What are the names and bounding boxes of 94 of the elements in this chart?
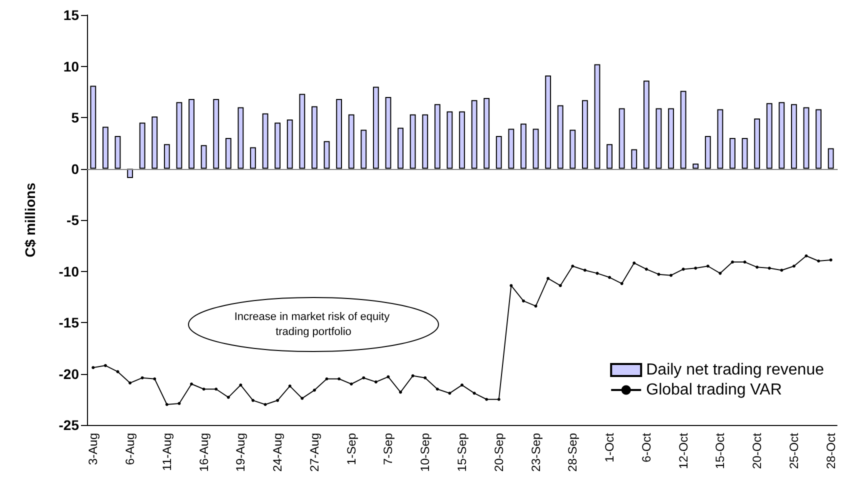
bar [90,86,96,169]
bar [385,97,392,169]
x-tick-label: 23-Sep [528,432,543,472]
x-tick-label: 11-Aug [160,433,174,471]
bar [680,90,686,169]
bar [730,138,736,169]
x-tick-label: 20-Oct [750,432,764,470]
bar [742,138,748,169]
bar [299,94,306,169]
bar [372,86,379,169]
bar [176,102,182,169]
bar [557,105,564,169]
bar [398,128,404,169]
x-tick-label: 19-Aug [234,433,248,472]
x-tick-label: 15-Sep [455,432,469,472]
bar [643,80,650,169]
bar [766,103,772,169]
bar [631,149,638,169]
bar [139,122,146,169]
x-tick-label: 6-Oct [639,432,654,462]
x-tick-label: 15-Oct [713,432,728,470]
bar [778,102,785,169]
bar [582,100,588,169]
bar [213,99,220,169]
bar [348,114,354,169]
bar [410,114,416,169]
bar [508,128,514,169]
x-tick-label: 25-Oct [786,432,801,470]
x-tick-label: 3-Aug [86,433,100,466]
legend-label: Daily net trading revenue [646,362,824,378]
bar [422,114,428,169]
bar [238,107,244,169]
bar [692,164,699,169]
bar [520,124,526,169]
x-tick-label: 20-Sep [492,432,506,472]
bar [250,147,256,169]
bar [360,130,367,169]
bar [816,109,822,169]
bar [262,113,268,169]
bar [791,104,797,169]
bar [225,138,232,169]
bar [532,128,539,169]
bar [471,100,478,169]
bar [570,130,576,169]
y-tick-label: -5 [66,212,80,228]
bar [446,111,453,169]
y-tick-label: 15 [63,7,80,23]
bar [102,126,108,169]
y-tick-label: 5 [71,110,80,126]
x-tick-label: 28-Oct [824,432,838,470]
bar [152,116,158,169]
bar [312,106,318,169]
y-tick-label: 0 [71,160,80,177]
bar [324,141,330,169]
y-tick-label: 10 [63,58,80,74]
bar [803,107,810,169]
y-axis-title: C$ millions [22,182,38,258]
legend-label: Global trading VAR [646,382,782,398]
x-tick-label: 10-Sep [418,432,432,472]
bar [434,104,440,169]
bar [188,99,194,169]
bar [828,148,834,169]
x-tick-label: 7-Sep [381,432,396,466]
bar [336,99,342,169]
x-tick-label: 24-Aug [270,433,285,472]
annotation: Increase in market risk of equity trading portfolio [234,311,393,338]
bar [459,111,465,169]
y-tick-label: -15 [58,314,80,330]
bar [545,75,552,169]
bar [656,108,662,169]
x-tick-label: 16-Aug [196,433,211,472]
bar [274,122,281,169]
x-tick-label: 1-Sep [344,432,358,466]
bar [164,144,170,169]
bar [618,108,625,169]
bar [704,136,711,169]
x-tick-label: 28-Sep [566,432,580,472]
bar [114,136,121,169]
y-tick-label: -25 [58,417,80,433]
x-tick-label: 6-Aug [123,433,138,466]
x-tick-label: 1-Oct [602,432,617,462]
bar [717,109,724,169]
bar [606,144,612,169]
bar [594,64,600,169]
x-tick-label: 12-Oct [676,432,690,470]
bar [200,145,207,169]
bar [668,108,674,169]
x-tick-label: 27-Aug [307,433,322,472]
y-tick-label: -20 [58,366,80,382]
bar [754,118,760,169]
bar [496,136,502,169]
bar [484,98,490,169]
y-tick-label: -10 [58,263,80,280]
bar [286,120,293,169]
